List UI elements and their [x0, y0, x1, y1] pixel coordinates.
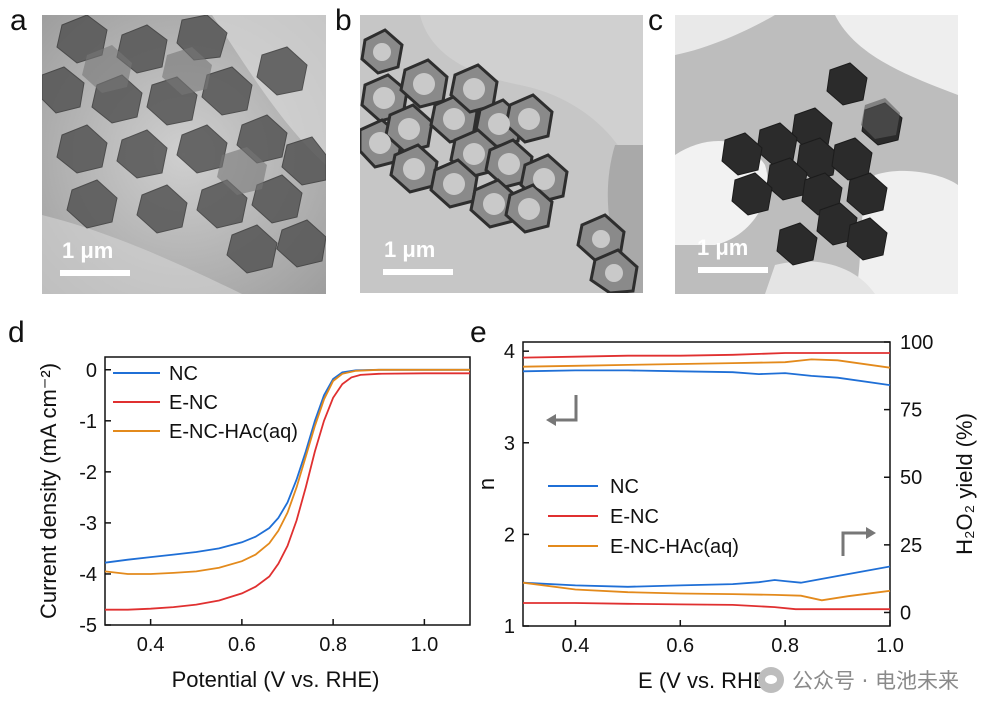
chart-e-y2tick-label: 25: [900, 535, 922, 557]
chart-d-xtick-label: 0.8: [319, 634, 347, 656]
tem-image-a-drawing: [42, 15, 326, 294]
chart-e-legend: NC E-NC E-NC-HAc(aq): [548, 476, 739, 558]
chart-e-series-line: [522, 358, 891, 369]
chart-e-xtick-label: 0.4: [562, 635, 590, 657]
chart-e-series-line: [522, 581, 891, 602]
panel-letter-d: d: [8, 316, 25, 349]
scale-bar-b: [383, 269, 453, 275]
panel-letter-a: a: [10, 4, 27, 37]
chart-e-frame: [522, 341, 891, 627]
chart-e-y2tick-label: 0: [900, 602, 911, 624]
chart-e-y2label: H₂O₂ yield (%): [952, 413, 977, 555]
chart-d-xtick-label: 0.6: [228, 634, 256, 656]
chart-e-xtick-label: 1.0: [876, 635, 904, 657]
chart-e-y2tick-label: 100: [900, 332, 933, 354]
chart-e-rrde: 0.4 0.6 0.8 1.0 1 2 3 4 0 25 50 75 100 E (V vs. RHE) n…: [480, 332, 977, 693]
chart-d-ytick-label: -2: [79, 462, 97, 484]
right-axis-arrow: [841, 531, 868, 556]
tem-image-a: 1 μm: [42, 15, 326, 294]
scale-label-c: 1 μm: [697, 235, 749, 260]
chart-d-legend-label: E-NC: [169, 392, 218, 414]
watermark-text: 公众号 · 电池未来: [791, 669, 959, 693]
chart-e-ytick-label: 2: [504, 524, 515, 546]
wechat-icon: [757, 667, 784, 693]
chart-d-axes: 0.4 0.6 0.8 1.0 0 -1 -2 -3 -4 -5 Potential (V vs. …: [36, 356, 471, 692]
chart-d-lines: [104, 368, 470, 611]
chart-e-legend-label: E-NC: [610, 506, 659, 528]
tem-image-b: 1 μm: [360, 15, 643, 293]
chart-d-legend-label: E-NC-HAc(aq): [169, 421, 298, 443]
chart-d-series-line: [105, 372, 470, 611]
chart-e-series-line: [522, 352, 890, 359]
chart-e-series-line: [522, 565, 891, 588]
panel-letter-c: c: [648, 4, 663, 37]
tem-image-c: 1 μm: [675, 15, 958, 294]
chart-e-y2tick-label: 50: [900, 467, 922, 489]
chart-e-lines: [522, 352, 891, 611]
panel-letter-b: b: [335, 4, 352, 37]
chart-d-ytick-label: 0: [86, 360, 97, 382]
tem-image-c-drawing: [675, 15, 958, 294]
chart-e-series-line: [523, 602, 890, 611]
chart-e-legend-label: NC: [610, 476, 639, 498]
chart-e-series-line: [522, 369, 891, 386]
left-axis-arrowhead: [546, 414, 556, 426]
scale-label-a: 1 μm: [62, 238, 114, 263]
scale-bar-a: [60, 270, 130, 276]
chart-d-ytick-label: -1: [79, 411, 97, 433]
chart-d-ylabel: Current density (mA cm⁻²): [36, 363, 61, 619]
chart-d-xtick-label: 0.4: [137, 634, 165, 656]
chart-d-lsv: 0.4 0.6 0.8 1.0 0 -1 -2 -3 -4 -5 Potential (V vs. …: [36, 356, 471, 692]
right-axis-arrowhead: [866, 527, 876, 539]
chart-e-ytick-label: 1: [504, 616, 515, 638]
chart-d-legend-label: NC: [169, 363, 198, 385]
chart-e-y2tick-label: 75: [900, 400, 922, 422]
left-axis-arrow: [554, 395, 578, 422]
chart-e-xtick-label: 0.6: [666, 635, 694, 657]
tem-image-b-drawing: [360, 15, 643, 293]
panel-letter-e: e: [470, 316, 487, 349]
chart-e-ytick-label: 4: [504, 341, 515, 363]
chart-e-axis-arrows: [546, 395, 876, 556]
watermark: 公众号 · 电池未来: [757, 665, 959, 695]
chart-d-series-line: [104, 368, 470, 564]
chart-d-ytick-label: -4: [79, 564, 97, 586]
scale-label-b: 1 μm: [384, 237, 436, 262]
chart-e-ylabel: n: [480, 478, 499, 490]
chart-d-legend: NC E-NC E-NC-HAc(aq): [113, 363, 298, 443]
chart-e-xtick-label: 0.8: [771, 635, 799, 657]
chart-d-frame: [104, 356, 471, 626]
chart-d-ytick-label: -3: [79, 513, 97, 535]
chart-d-xtick-label: 1.0: [410, 634, 438, 656]
chart-e-legend-label: E-NC-HAc(aq): [610, 536, 739, 558]
chart-e-axes: 0.4 0.6 0.8 1.0 1 2 3 4 0 25 50 75 100 E (V vs. RHE) n…: [480, 332, 977, 693]
chart-d-ytick-label: -5: [79, 615, 97, 637]
scale-bar-c: [698, 267, 768, 273]
chart-d-series-line: [104, 368, 470, 575]
chart-e-ytick-label: 3: [504, 433, 515, 455]
chart-d-xlabel: Potential (V vs. RHE): [172, 667, 380, 692]
chart-e-xlabel: E (V vs. RHE): [638, 668, 775, 693]
